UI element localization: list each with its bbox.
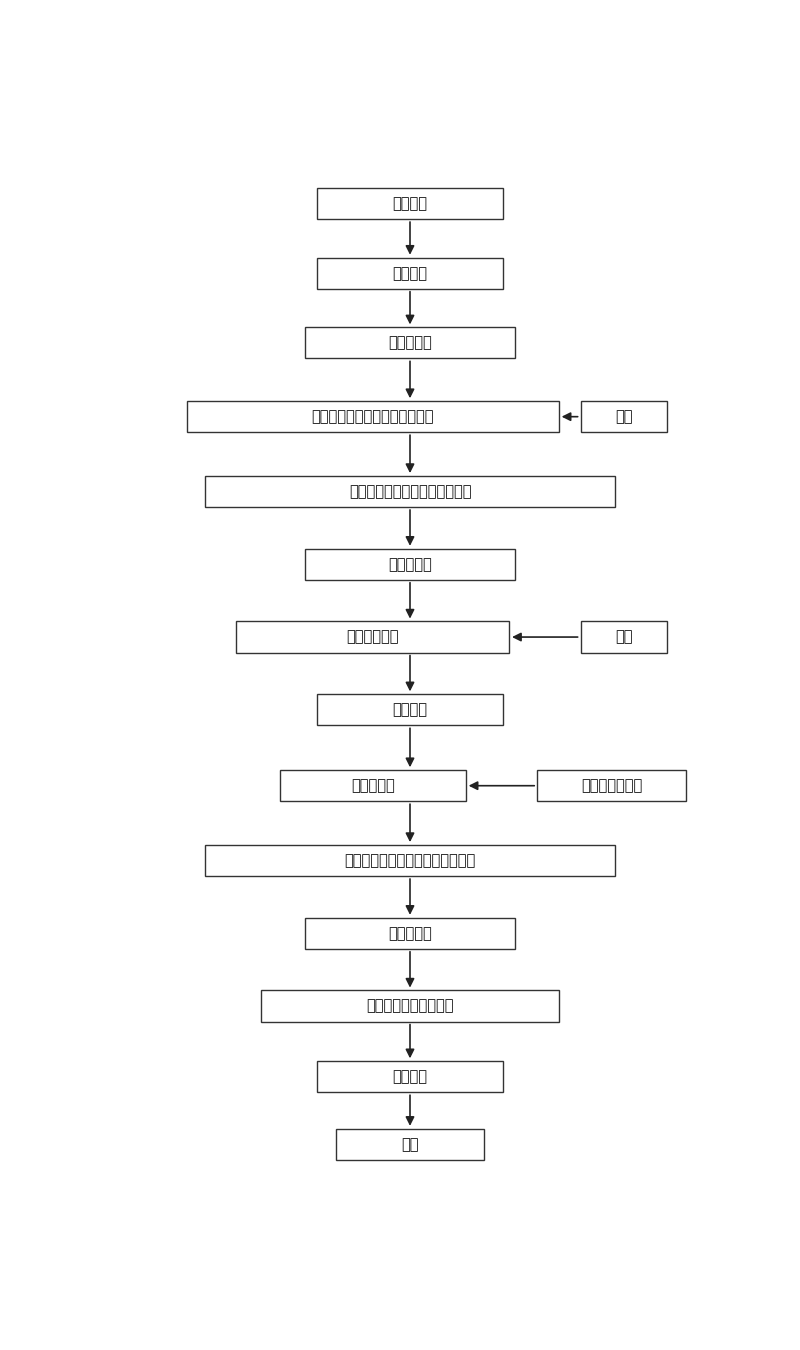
Text: 顶板钢筋安装: 顶板钢筋安装 bbox=[346, 629, 399, 644]
FancyBboxPatch shape bbox=[305, 918, 515, 949]
Text: 底、腹板钢筋、预应力管道安装: 底、腹板钢筋、预应力管道安装 bbox=[311, 409, 434, 424]
Text: 吊架拆除: 吊架拆除 bbox=[393, 1069, 427, 1084]
Text: 混凝土浇注: 混凝土浇注 bbox=[351, 778, 394, 794]
FancyBboxPatch shape bbox=[187, 401, 558, 432]
Text: 施工准备: 施工准备 bbox=[393, 196, 427, 211]
FancyBboxPatch shape bbox=[317, 694, 503, 725]
FancyBboxPatch shape bbox=[317, 258, 503, 289]
Text: 预应力管道注浆及封锚: 预应力管道注浆及封锚 bbox=[366, 999, 454, 1014]
FancyBboxPatch shape bbox=[537, 769, 686, 802]
Text: 混凝土养生、纵向预应力钢筋安装: 混凝土养生、纵向预应力钢筋安装 bbox=[344, 853, 476, 868]
FancyBboxPatch shape bbox=[581, 401, 667, 432]
FancyBboxPatch shape bbox=[336, 1129, 485, 1160]
FancyBboxPatch shape bbox=[280, 769, 466, 802]
FancyBboxPatch shape bbox=[581, 621, 667, 652]
FancyBboxPatch shape bbox=[237, 621, 510, 652]
FancyBboxPatch shape bbox=[206, 845, 614, 876]
Text: 内模、安装: 内模、安装 bbox=[388, 556, 432, 572]
Text: 吊架安装: 吊架安装 bbox=[393, 266, 427, 281]
Text: 预应力施加: 预应力施加 bbox=[388, 926, 432, 941]
Text: 混凝土拌和运输: 混凝土拌和运输 bbox=[581, 778, 642, 794]
FancyBboxPatch shape bbox=[206, 477, 614, 508]
Text: 劲性骨架安装、合拢临时束张拉: 劲性骨架安装、合拢临时束张拉 bbox=[349, 485, 471, 500]
FancyBboxPatch shape bbox=[317, 188, 503, 219]
Text: 结束: 结束 bbox=[402, 1137, 418, 1152]
FancyBboxPatch shape bbox=[317, 1061, 503, 1092]
Text: 下料: 下料 bbox=[615, 409, 633, 424]
FancyBboxPatch shape bbox=[262, 991, 558, 1022]
Text: 外模板安装: 外模板安装 bbox=[388, 335, 432, 351]
FancyBboxPatch shape bbox=[305, 548, 515, 580]
FancyBboxPatch shape bbox=[305, 327, 515, 359]
Text: 配重施加: 配重施加 bbox=[393, 702, 427, 717]
Text: 下料: 下料 bbox=[615, 629, 633, 644]
